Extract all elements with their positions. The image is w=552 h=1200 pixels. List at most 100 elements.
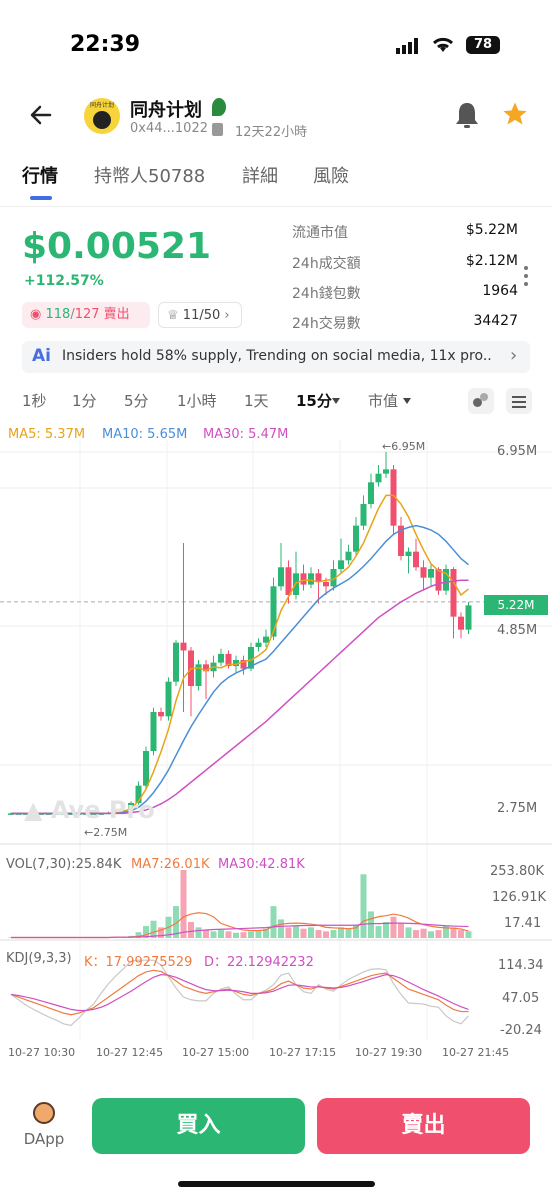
buy-button[interactable]: 買入 <box>92 1098 305 1154</box>
tab-risk[interactable]: 風險 <box>313 166 349 187</box>
candle <box>120 809 127 812</box>
candle <box>465 605 472 630</box>
candle <box>8 813 14 815</box>
tab-indicator <box>30 196 52 200</box>
ma5-label: MA5: 5.37M <box>8 427 86 442</box>
volume-bar <box>450 927 457 938</box>
battery-icon: 78 <box>466 36 500 54</box>
volume-bar <box>293 926 299 938</box>
candle <box>398 525 404 556</box>
tf-1m[interactable]: 1分 <box>72 392 97 410</box>
token-logo-text: 同舟计划 <box>89 102 114 109</box>
candle <box>135 785 142 803</box>
volume-bar <box>263 928 269 938</box>
tf-15m[interactable]: 15分 <box>296 392 332 410</box>
trade-count-pill[interactable]: ◉ 118/127 賣出 <box>22 302 150 328</box>
bag-icon: ◉ <box>30 307 42 322</box>
copy-icon[interactable] <box>212 123 223 136</box>
price-value: $0.00521 <box>22 226 212 267</box>
candle <box>75 813 82 815</box>
volume-bar <box>278 919 284 938</box>
volume-bar <box>203 930 209 938</box>
stat-value-trades: 34427 <box>473 313 518 329</box>
x-label-1: 10-27 12:45 <box>96 1046 164 1059</box>
candle <box>90 813 97 815</box>
y-label-high: 6.95M <box>497 444 538 459</box>
volume-bar <box>323 931 329 938</box>
tab-market[interactable]: 行情 <box>22 166 58 187</box>
more-menu-icon[interactable] <box>524 266 530 286</box>
volume-bar <box>210 931 217 938</box>
candle <box>233 660 239 667</box>
stat-label-wallets: 24h錢包數 <box>292 286 361 302</box>
candle <box>128 803 134 810</box>
candle <box>338 560 344 569</box>
volume-ma7-label: MA7:26.01K <box>131 857 210 872</box>
back-button[interactable] <box>28 102 54 132</box>
vol-y-low: 17.41 <box>504 916 542 931</box>
candle <box>218 653 224 663</box>
kdj-label: KDJ(9,3,3) <box>6 951 72 966</box>
volume-bar <box>300 928 307 938</box>
volume-bar <box>233 932 239 938</box>
candle <box>53 813 59 815</box>
watermark-logo-icon: ▲ <box>24 796 43 824</box>
volume-bar <box>285 927 292 938</box>
candle <box>360 504 367 526</box>
sell-button[interactable]: 賣出 <box>317 1098 530 1154</box>
volume-ma30-label: MA30:42.81K <box>218 857 305 872</box>
volume-bar <box>188 922 194 938</box>
stat-label-mcap: 流通市值 <box>292 225 348 241</box>
stat-value-volume: $2.12M <box>465 253 518 269</box>
ai-summary-bar[interactable]: Ai Insiders hold 58% supply, Trending on… <box>22 341 530 373</box>
x-label-0: 10-27 10:30 <box>8 1046 76 1059</box>
candle <box>375 473 382 483</box>
volume-bar <box>308 927 314 938</box>
candle <box>353 525 359 552</box>
candle <box>225 653 232 667</box>
candle <box>68 813 74 815</box>
stat-label-volume: 24h成交額 <box>292 256 361 272</box>
volume-bar <box>218 930 224 938</box>
ai-summary-text: Insiders hold 58% supply, Trending on so… <box>62 348 492 364</box>
tf-1s[interactable]: 1秒 <box>22 392 47 410</box>
candle <box>443 569 449 591</box>
candle <box>45 813 52 815</box>
buy-count: 118 <box>45 307 71 322</box>
volume-bar <box>375 926 382 938</box>
high-marker: ←6.95M <box>382 440 426 453</box>
chart-settings-icon[interactable] <box>506 388 532 414</box>
dapp-button[interactable]: DApp <box>18 1102 70 1148</box>
volume-bar <box>428 931 434 938</box>
candle <box>315 573 322 582</box>
x-label-2: 10-27 15:00 <box>182 1046 250 1059</box>
tab-details[interactable]: 詳細 <box>242 166 278 187</box>
candle <box>263 636 269 643</box>
holders-pill[interactable]: ♕ 11/50 › <box>158 302 242 328</box>
tab-holders[interactable]: 持幣人50788 <box>94 166 206 187</box>
tf-market-cap[interactable]: 市值 <box>368 392 399 410</box>
volume-bar <box>383 922 389 938</box>
star-icon[interactable] <box>501 100 529 132</box>
y-label-low: 2.75M <box>497 801 538 816</box>
y-label-mid: 4.85M <box>497 623 538 638</box>
tf-5m[interactable]: 5分 <box>124 392 149 410</box>
token-address[interactable]: 0x44...1022 <box>130 121 208 136</box>
candle <box>195 664 202 686</box>
volume-bar <box>345 928 352 938</box>
candle <box>308 573 314 585</box>
volume-bar <box>413 930 419 938</box>
x-label-5: 10-27 21:45 <box>442 1046 510 1059</box>
volume-bar <box>443 926 449 938</box>
candle <box>278 567 284 587</box>
bell-icon[interactable] <box>453 100 481 134</box>
candle <box>390 469 397 526</box>
volume-bar <box>180 870 187 938</box>
price-chart[interactable] <box>0 440 552 1050</box>
kdj-d-line <box>10 974 469 1012</box>
volume-bar <box>315 930 322 938</box>
tf-1h[interactable]: 1小時 <box>177 392 217 410</box>
indicator-icon[interactable] <box>468 388 494 414</box>
tf-1d[interactable]: 1天 <box>244 392 269 410</box>
wifi-icon <box>430 34 456 58</box>
